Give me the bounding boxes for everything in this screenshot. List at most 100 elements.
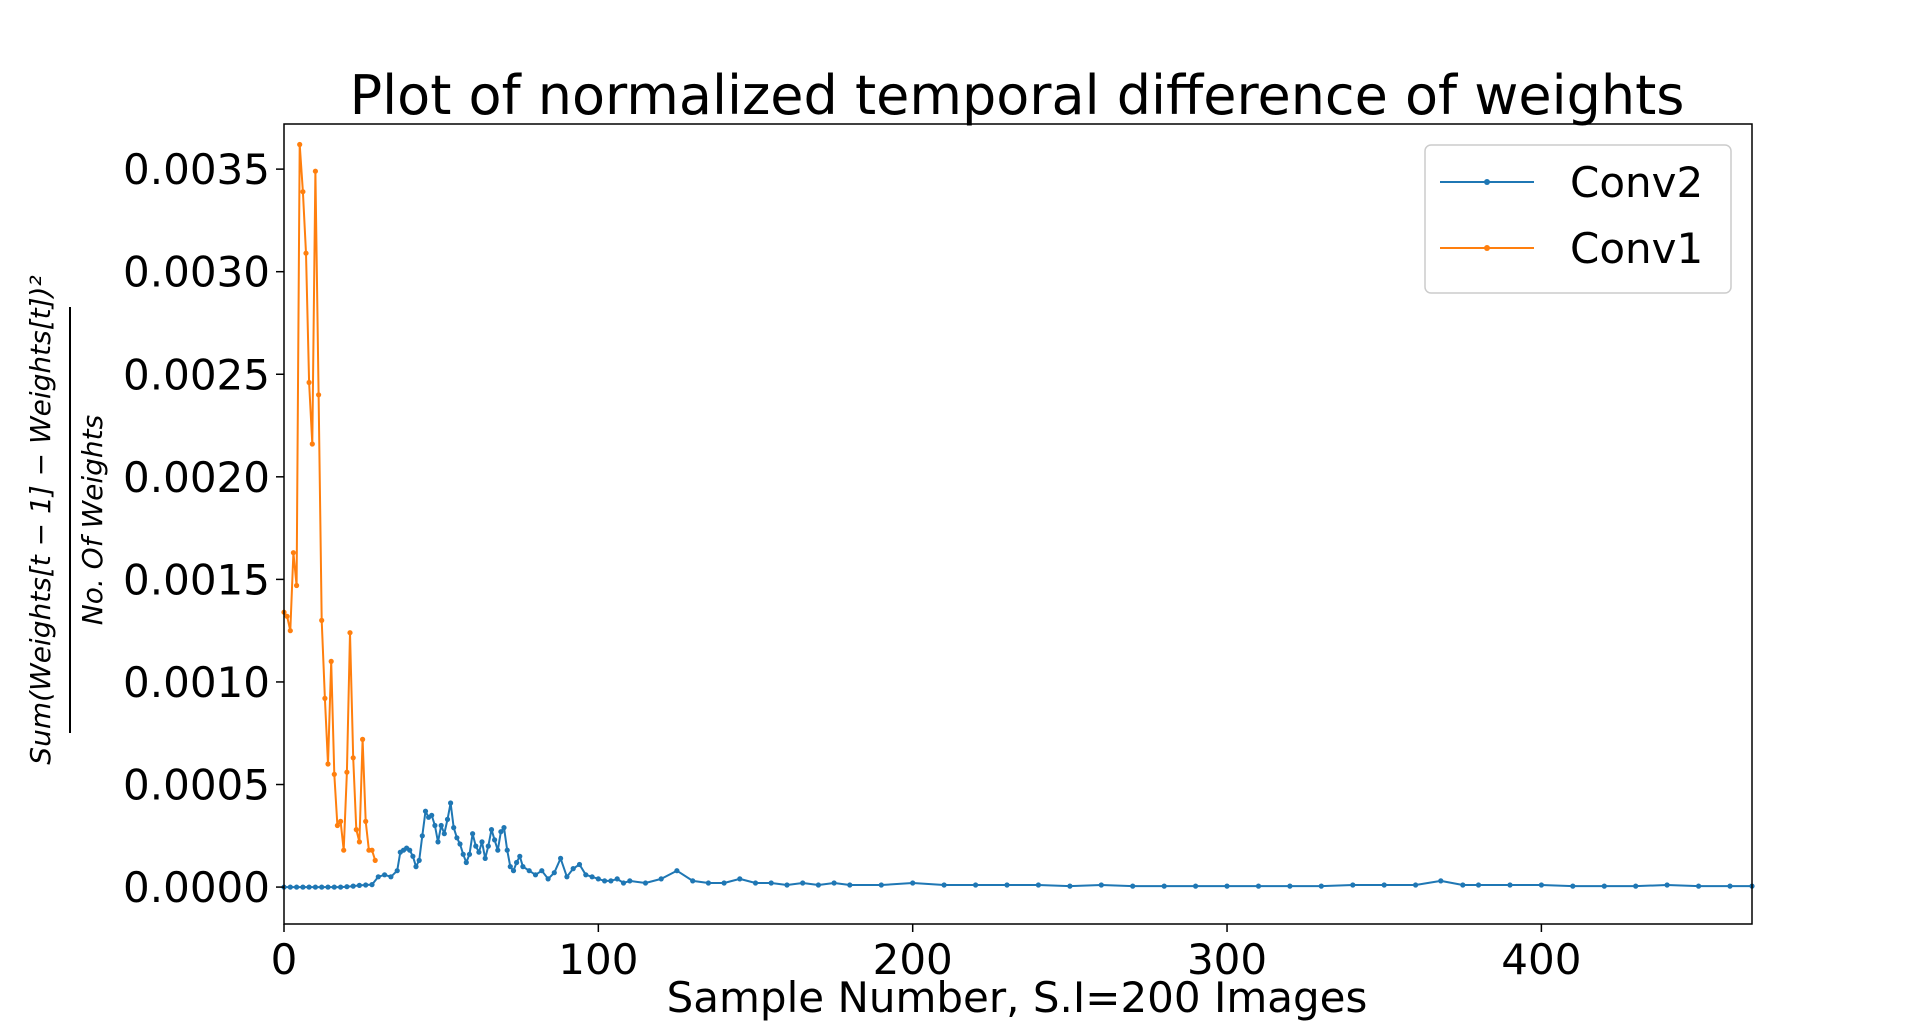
- series-conv1: [281, 141, 378, 864]
- data-point-conv2: [674, 868, 680, 874]
- x-tick-label: 100: [558, 935, 638, 984]
- data-point-conv2: [941, 882, 947, 888]
- data-point-conv2: [312, 884, 318, 890]
- data-point-conv2: [394, 868, 400, 874]
- data-point-conv1: [363, 818, 369, 825]
- data-point-conv2: [1318, 883, 1324, 889]
- data-point-conv1: [353, 827, 359, 833]
- data-point-conv2: [973, 882, 979, 888]
- data-point-conv2: [1035, 882, 1041, 888]
- data-point-conv1: [290, 550, 296, 556]
- data-point-conv2: [488, 827, 495, 833]
- data-point-conv2: [1004, 882, 1010, 888]
- data-point-conv2: [1098, 882, 1104, 888]
- data-point-conv2: [416, 857, 422, 864]
- data-point-conv2: [463, 859, 469, 866]
- data-point-conv2: [1570, 883, 1576, 889]
- data-point-conv2: [1475, 882, 1482, 888]
- data-point-conv2: [1224, 883, 1230, 889]
- legend-marker-conv2: [1484, 179, 1490, 185]
- y-tick-label: 0.0035: [123, 145, 270, 194]
- data-point-conv2: [545, 876, 551, 882]
- data-point-conv1: [328, 658, 334, 665]
- data-point-conv2: [1287, 883, 1293, 889]
- data-point-conv1: [297, 141, 303, 148]
- x-tick-label: 300: [1187, 935, 1267, 984]
- series-line-conv2: [284, 802, 1752, 889]
- legend-marker-conv1: [1484, 245, 1490, 251]
- data-point-conv2: [608, 878, 614, 884]
- data-point-conv2: [1538, 882, 1544, 888]
- data-point-conv2: [620, 880, 627, 886]
- data-point-conv1: [350, 755, 356, 761]
- data-point-conv2: [642, 880, 649, 886]
- data-point-conv2: [752, 880, 759, 886]
- y-tick-label: 0.0030: [123, 248, 270, 297]
- data-point-conv2: [501, 825, 507, 831]
- data-point-conv2: [1193, 883, 1199, 889]
- data-point-conv2: [338, 884, 344, 890]
- data-point-conv2: [325, 884, 331, 890]
- data-point-conv2: [485, 843, 491, 849]
- data-point-conv2: [558, 855, 564, 862]
- data-point-conv2: [1255, 883, 1262, 889]
- data-point-conv2: [1664, 882, 1670, 888]
- plot-frame: [283, 123, 1753, 925]
- data-point-conv2: [495, 847, 501, 853]
- data-point-conv2: [363, 882, 369, 888]
- data-point-conv2: [1381, 882, 1387, 888]
- data-point-conv2: [576, 861, 583, 868]
- data-point-conv2: [690, 878, 696, 884]
- data-point-conv2: [1460, 882, 1466, 888]
- x-tick-label: 200: [873, 935, 953, 984]
- data-point-conv2: [438, 822, 444, 829]
- data-point-conv2: [526, 868, 532, 874]
- data-point-conv2: [331, 884, 337, 890]
- data-point-conv2: [520, 864, 526, 870]
- data-point-conv2: [551, 870, 557, 876]
- data-point-conv2: [589, 874, 595, 880]
- data-point-conv2: [1696, 883, 1702, 889]
- data-point-conv1: [312, 168, 318, 174]
- data-point-conv2: [369, 882, 375, 888]
- data-point-conv2: [444, 816, 451, 823]
- data-point-conv2: [510, 868, 517, 874]
- data-point-conv1: [309, 441, 315, 447]
- data-point-conv1: [347, 630, 353, 636]
- data-point-conv2: [1438, 878, 1444, 884]
- series-line-conv1: [283, 143, 377, 861]
- data-point-conv1: [325, 761, 331, 767]
- y-axis-label-denominator: No. Of Weights: [76, 415, 109, 625]
- data-point-conv2: [375, 874, 381, 880]
- data-point-conv2: [627, 878, 633, 884]
- data-point-conv1: [284, 613, 290, 619]
- data-point-conv2: [1161, 883, 1167, 889]
- data-point-conv2: [831, 880, 837, 886]
- data-point-conv2: [382, 872, 388, 878]
- data-point-conv1: [300, 189, 306, 195]
- data-point-conv1: [306, 379, 312, 386]
- data-point-conv2: [429, 812, 435, 818]
- data-point-conv2: [800, 880, 806, 886]
- data-point-conv2: [306, 884, 312, 890]
- data-point-conv2: [300, 884, 306, 890]
- data-point-conv2: [460, 851, 466, 857]
- data-point-conv1: [294, 582, 300, 589]
- data-point-conv2: [479, 839, 485, 845]
- data-point-conv2: [388, 874, 394, 880]
- data-point-conv2: [287, 884, 293, 890]
- data-point-conv1: [360, 736, 366, 743]
- data-point-conv2: [451, 825, 457, 831]
- data-point-conv2: [448, 800, 454, 806]
- data-point-conv2: [847, 882, 853, 888]
- data-point-conv2: [583, 872, 589, 878]
- x-tick-label: 0: [271, 935, 298, 984]
- data-point-conv2: [470, 831, 476, 837]
- data-point-conv2: [492, 837, 498, 843]
- data-point-conv1: [322, 695, 328, 702]
- data-point-conv2: [595, 876, 601, 882]
- data-point-conv1: [338, 818, 344, 825]
- y-axis-label-numerator: Sum(Weights[t − 1] − Weights[t])²: [24, 275, 57, 764]
- data-point-conv2: [514, 859, 520, 866]
